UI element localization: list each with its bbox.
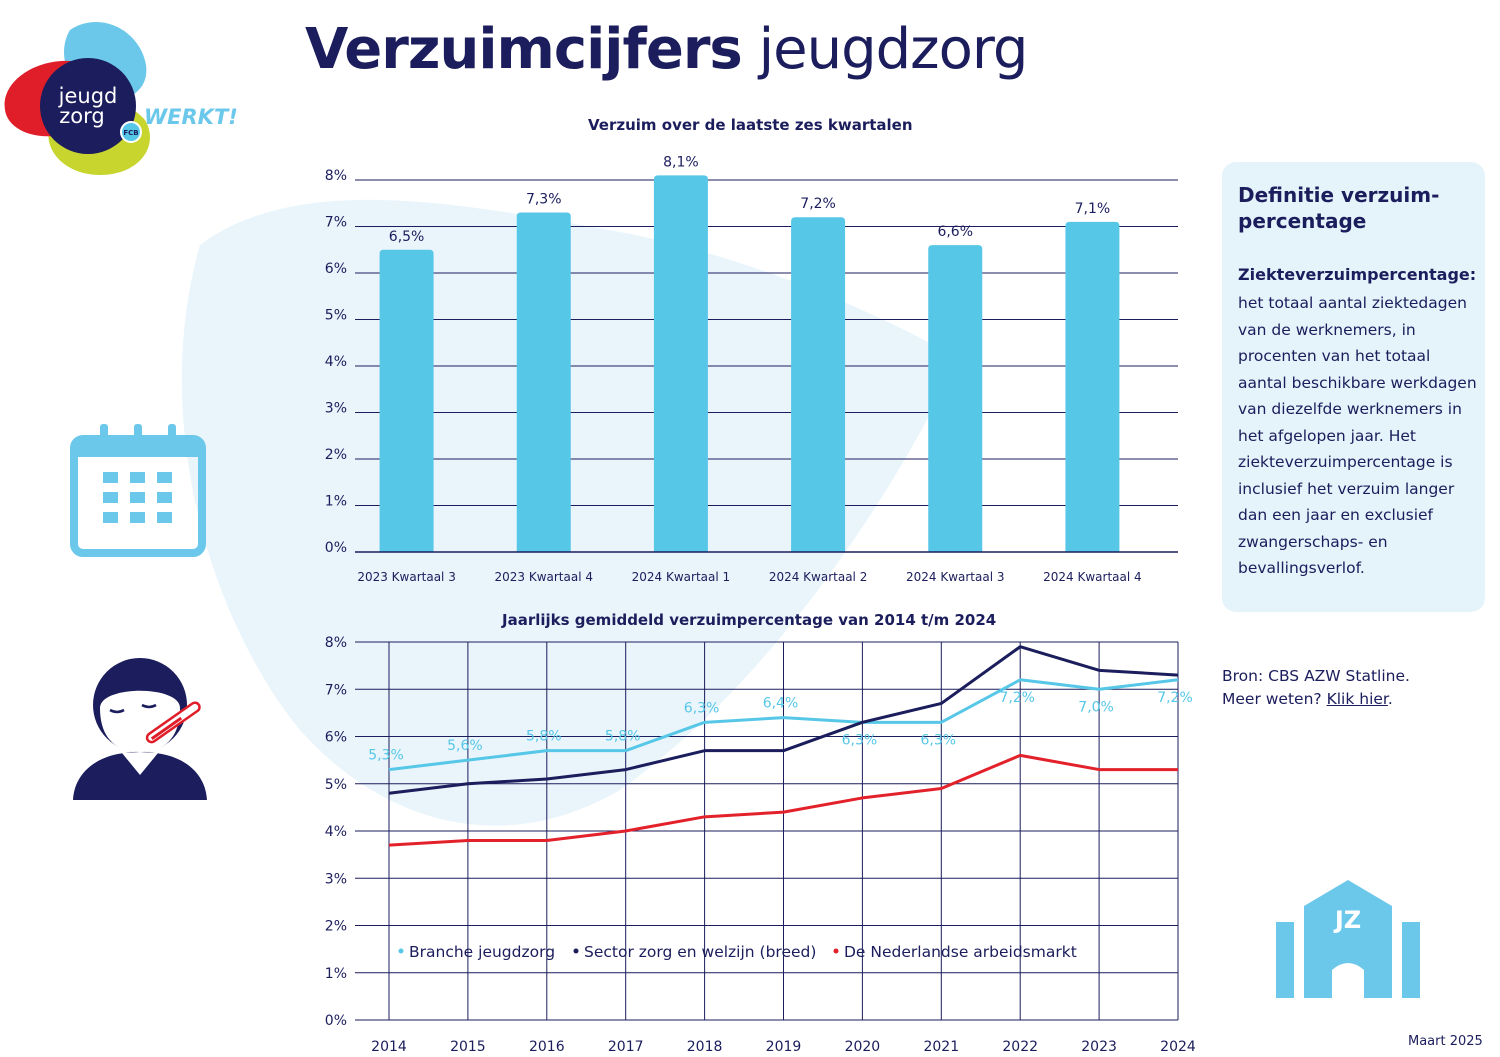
line-y-tick-label: 2% (325, 919, 347, 935)
bar-y-tick-label: 5% (325, 308, 347, 324)
title-bold: Verzuimcijfers (305, 17, 743, 82)
definition-box: Definitie verzuim-percentage Ziekteverzu… (1222, 162, 1485, 612)
legend-marker (573, 948, 579, 954)
series-line-3 (388, 753, 1178, 847)
line-x-tick-label: 2016 (529, 1039, 565, 1055)
line-y-tick-label: 8% (325, 635, 347, 651)
bar-data-label: 7,3% (526, 192, 562, 208)
line-x-tick-label: 2021 (923, 1039, 959, 1055)
bar-y-tick-label: 6% (325, 261, 347, 277)
legend-marker (398, 948, 404, 954)
series-data-label: 5,8% (605, 729, 641, 745)
line-y-tick-label: 5% (325, 777, 347, 793)
bar (791, 217, 846, 552)
bar-y-tick-label: 3% (325, 401, 347, 417)
bar-x-tick-label: 2024 Kwartaal 3 (906, 570, 1005, 584)
logo-text-jeugd: jeugd (58, 84, 118, 108)
series-data-label: 6,3% (921, 732, 957, 748)
bar-data-label: 8,1% (663, 154, 699, 170)
legend-label: Sector zorg en welzijn (breed) (584, 943, 816, 961)
title-light: jeugdzorg (758, 17, 1029, 82)
bar-data-label: 7,1% (1075, 201, 1111, 217)
bar-y-tick-label: 0% (325, 540, 347, 556)
line-x-tick-label: 2023 (1081, 1039, 1117, 1055)
line-y-tick-label: 0% (325, 1013, 347, 1029)
house-icon: JZ (1276, 880, 1420, 998)
bar-y-tick-label: 8% (325, 168, 347, 184)
bar (928, 245, 983, 552)
logo-werkt: WERKT! (144, 105, 238, 129)
series-line-2 (388, 645, 1179, 795)
page-title: Verzuimcijfers jeugdzorg (305, 10, 1029, 90)
bar-x-tick-label: 2024 Kwartaal 2 (769, 570, 868, 584)
series-data-label: 5,3% (368, 748, 404, 764)
sick-person-icon (73, 658, 207, 800)
source-note: Bron: CBS AZW Statline. Meer weten? Klik… (1222, 665, 1410, 711)
series-line-1 (388, 678, 1179, 772)
bar-y-tick-label: 7% (325, 215, 347, 231)
definition-body: het totaal aantal ziektedagen van de wer… (1238, 294, 1477, 577)
bar-y-tick-label: 4% (325, 354, 347, 370)
bar (379, 249, 434, 552)
legend-marker (833, 948, 839, 954)
source-line-1: Bron: CBS AZW Statline. (1222, 667, 1410, 685)
bar-data-label: 6,5% (389, 229, 425, 245)
calendar-icon (70, 424, 206, 557)
definition-term: Ziekteverzuimpercentage: (1238, 265, 1477, 284)
series-data-label: 6,3% (842, 732, 878, 748)
source-prefix: Meer weten? (1222, 690, 1322, 708)
bar (653, 175, 708, 552)
bar-x-tick-label: 2023 Kwartaal 4 (494, 570, 593, 584)
series-data-label: 7,2% (1157, 690, 1193, 706)
more-info-link[interactable]: Klik hier (1326, 690, 1388, 708)
line-x-tick-label: 2018 (687, 1039, 723, 1055)
line-x-tick-label: 2024 (1160, 1039, 1196, 1055)
source-line-2: Meer weten? Klik hier. (1222, 688, 1410, 711)
line-y-tick-label: 7% (325, 682, 347, 698)
line-x-tick-label: 2022 (1002, 1039, 1038, 1055)
bar-x-tick-label: 2024 Kwartaal 1 (632, 570, 731, 584)
bar (516, 212, 571, 553)
source-suffix: . (1387, 690, 1393, 708)
line-chart-title: Jaarlijks gemiddeld verzuimpercentage va… (502, 611, 997, 629)
legend-label: Branche jeugdzorg (409, 943, 555, 961)
line-y-tick-label: 1% (325, 966, 347, 982)
series-data-label: 6,3% (684, 700, 720, 716)
line-x-tick-label: 2015 (450, 1039, 486, 1055)
series-data-label: 6,4% (763, 696, 799, 712)
bar-x-tick-label: 2024 Kwartaal 4 (1043, 570, 1142, 584)
series-data-label: 7,0% (1078, 699, 1114, 715)
line-x-tick-label: 2014 (371, 1039, 407, 1055)
bar-data-label: 7,2% (800, 196, 836, 212)
line-x-tick-label: 2020 (845, 1039, 881, 1055)
series-data-label: 5,8% (526, 729, 562, 745)
line-y-tick-label: 4% (325, 824, 347, 840)
bar-chart-title: Verzuim over de laatste zes kwartalen (588, 116, 913, 134)
publication-date: Maart 2025 (1408, 1034, 1483, 1049)
bar-y-tick-label: 2% (325, 447, 347, 463)
legend-label: De Nederlandse arbeidsmarkt (844, 943, 1077, 961)
line-x-tick-label: 2019 (766, 1039, 802, 1055)
logo-badge: FCB (123, 129, 138, 137)
series-data-label: 5,6% (447, 738, 483, 754)
bar-data-label: 6,6% (937, 224, 973, 240)
bar-y-tick-label: 1% (325, 494, 347, 510)
house-label: JZ (1333, 906, 1361, 934)
logo-text-zorg: zorg (59, 104, 104, 128)
bar (1065, 221, 1120, 552)
line-x-tick-label: 2017 (608, 1039, 644, 1055)
series-data-label: 7,2% (999, 690, 1035, 706)
line-y-tick-label: 6% (325, 730, 347, 746)
line-y-tick-label: 3% (325, 871, 347, 887)
definition-heading: Definitie verzuim-percentage (1238, 183, 1440, 233)
jeugdzorg-logo: jeugd zorg FCB WERKT! (4, 22, 238, 175)
bar-x-tick-label: 2023 Kwartaal 3 (357, 570, 456, 584)
